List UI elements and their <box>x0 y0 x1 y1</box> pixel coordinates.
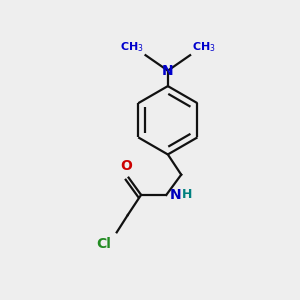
Text: N: N <box>170 188 182 202</box>
Text: CH$_3$: CH$_3$ <box>120 40 144 54</box>
Text: O: O <box>120 159 132 173</box>
Text: CH$_3$: CH$_3$ <box>192 40 215 54</box>
Text: N: N <box>162 64 174 78</box>
Text: H: H <box>182 188 192 201</box>
Text: Cl: Cl <box>97 237 111 251</box>
